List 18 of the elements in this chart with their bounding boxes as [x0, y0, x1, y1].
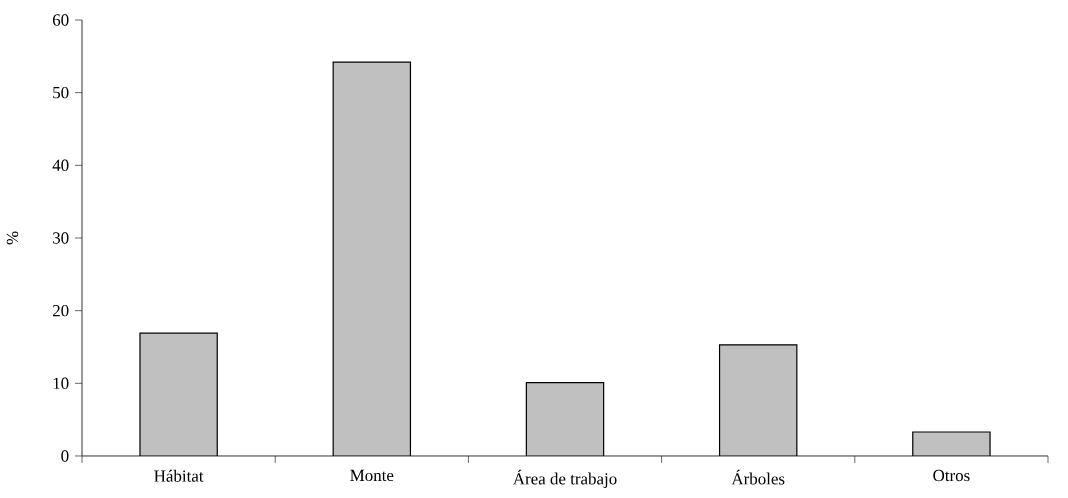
bar: [912, 431, 991, 456]
x-tick-label: Área de trabajo: [512, 469, 617, 488]
bar: [333, 62, 411, 456]
bar: [139, 333, 218, 456]
y-tick-label: 60: [52, 14, 69, 26]
x-tick-label: Otros: [933, 469, 970, 482]
x-tick-label: Monte: [350, 469, 394, 482]
y-tick-label: 30: [53, 232, 69, 244]
y-tick-label: 50: [53, 86, 69, 99]
y-tick-label: 0: [61, 450, 69, 462]
bar: [526, 382, 604, 456]
bar: [719, 344, 797, 456]
x-tick-label: Hábitat: [154, 469, 204, 482]
x-tick-label: Árboles: [731, 469, 785, 485]
y-axis-title: %: [6, 231, 19, 245]
y-tick-label: 20: [52, 304, 69, 317]
y-tick-label: 10: [53, 377, 69, 390]
y-tick-label: 40: [52, 159, 69, 172]
